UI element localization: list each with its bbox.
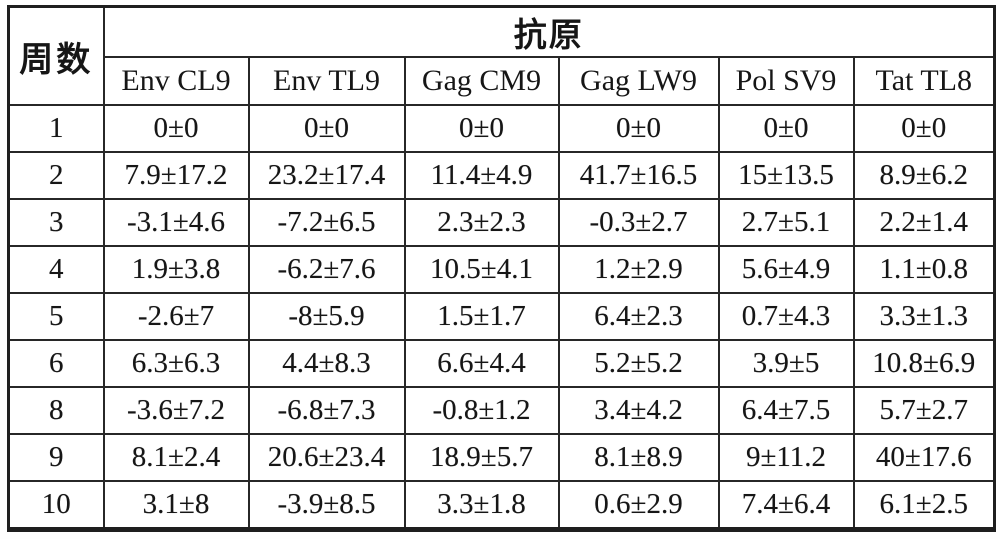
value-cell-gag-cm9-week-1: 0±0: [403, 104, 560, 153]
value-cell-gag-cm9-week-4: 10.5±4.1: [403, 245, 560, 294]
table-body: 1 0±0 0±0 0±0 0±0 0±0 0±0 2 7.9±17.2 23.2±17.4 11.…: [7, 104, 996, 531]
value-cell-env-tl9-week-1: 0±0: [247, 104, 406, 153]
value-cell-tat-tl8-week-8: 5.7±2.7: [852, 386, 996, 435]
value-cell-gag-lw9-week-1: 0±0: [557, 104, 720, 153]
corner-header-weeks: 周数: [7, 5, 105, 106]
value-cell-pol-sv9-week-3: 2.7±5.1: [717, 198, 855, 247]
value-cell-env-cl9-week-4: 1.9±3.8: [102, 245, 250, 294]
value-cell-env-tl9-week-9: 20.6±23.4: [247, 433, 406, 482]
column-header-tat-tl8: Tat TL8: [852, 56, 996, 106]
value-cell-env-tl9-week-5: -8±5.9: [247, 292, 406, 341]
value-cell-gag-lw9-week-4: 1.2±2.9: [557, 245, 720, 294]
value-cell-gag-lw9-week-5: 6.4±2.3: [557, 292, 720, 341]
table-row-week-10: 10 3.1±8 -3.9±8.5 3.3±1.8 0.6±2.9 7.4±6.4 6.1±…: [7, 480, 996, 531]
value-cell-gag-lw9-week-6: 5.2±5.2: [557, 339, 720, 388]
value-cell-tat-tl8-week-9: 40±17.6: [852, 433, 996, 482]
column-header-gag-cm9: Gag CM9: [403, 56, 560, 106]
value-cell-tat-tl8-week-5: 3.3±1.3: [852, 292, 996, 341]
value-cell-pol-sv9-week-6: 3.9±5: [717, 339, 855, 388]
value-cell-gag-cm9-week-9: 18.9±5.7: [403, 433, 560, 482]
value-cell-tat-tl8-week-6: 10.8±6.9: [852, 339, 996, 388]
table-row-week-2: 2 7.9±17.2 23.2±17.4 11.4±4.9 41.7±16.5 15±13…: [7, 151, 996, 200]
week-number-cell: 9: [7, 433, 105, 482]
table-row-week-5: 5 -2.6±7 -8±5.9 1.5±1.7 6.4±2.3 0.7±4.3 3.3±1.…: [7, 292, 996, 341]
value-cell-env-tl9-week-6: 4.4±8.3: [247, 339, 406, 388]
value-cell-env-cl9-week-2: 7.9±17.2: [102, 151, 250, 200]
antigen-columns-row: Env CL9 Env TL9 Gag CM9 Gag LW9 Pol SV9 Tat T…: [9, 56, 996, 106]
table-row-week-6: 6 6.3±6.3 4.4±8.3 6.6±4.4 5.2±5.2 3.9±5 10.8±6…: [7, 339, 996, 388]
table-row-week-3: 3 -3.1±4.6 -7.2±6.5 2.3±2.3 -0.3±2.7 2.7±5.1 2…: [7, 198, 996, 247]
value-cell-pol-sv9-week-10: 7.4±6.4: [717, 480, 855, 531]
value-cell-env-tl9-week-3: -7.2±6.5: [247, 198, 406, 247]
group-header-row: 周数 抗原: [7, 5, 996, 106]
table-row-week-4: 4 1.9±3.8 -6.2±7.6 10.5±4.1 1.2±2.9 5.6±4.9 1.…: [7, 245, 996, 294]
value-cell-gag-lw9-week-8: 3.4±4.2: [557, 386, 720, 435]
week-number-cell: 8: [7, 386, 105, 435]
value-cell-gag-cm9-week-5: 1.5±1.7: [403, 292, 560, 341]
value-cell-gag-lw9-week-2: 41.7±16.5: [557, 151, 720, 200]
value-cell-pol-sv9-week-2: 15±13.5: [717, 151, 855, 200]
column-header-pol-sv9: Pol SV9: [717, 56, 855, 106]
value-cell-env-cl9-week-10: 3.1±8: [102, 480, 250, 531]
table-row-week-9: 9 8.1±2.4 20.6±23.4 18.9±5.7 8.1±8.9 9±11.2 40…: [7, 433, 996, 482]
value-cell-pol-sv9-week-5: 0.7±4.3: [717, 292, 855, 341]
column-header-gag-lw9: Gag LW9: [557, 56, 720, 106]
value-cell-env-cl9-week-3: -3.1±4.6: [102, 198, 250, 247]
week-number-cell: 1: [7, 104, 105, 153]
value-cell-gag-cm9-week-2: 11.4±4.9: [403, 151, 560, 200]
week-number-cell: 10: [7, 480, 105, 531]
week-number-cell: 6: [7, 339, 105, 388]
value-cell-env-cl9-week-1: 0±0: [102, 104, 250, 153]
value-cell-pol-sv9-week-4: 5.6±4.9: [717, 245, 855, 294]
value-cell-env-tl9-week-4: -6.2±7.6: [247, 245, 406, 294]
value-cell-pol-sv9-week-9: 9±11.2: [717, 433, 855, 482]
week-number-cell: 3: [7, 198, 105, 247]
value-cell-gag-cm9-week-10: 3.3±1.8: [403, 480, 560, 531]
week-number-cell: 2: [7, 151, 105, 200]
column-header-env-cl9: Env CL9: [102, 56, 250, 106]
value-cell-tat-tl8-week-4: 1.1±0.8: [852, 245, 996, 294]
value-cell-env-tl9-week-8: -6.8±7.3: [247, 386, 406, 435]
value-cell-env-cl9-week-9: 8.1±2.4: [102, 433, 250, 482]
value-cell-pol-sv9-week-1: 0±0: [717, 104, 855, 153]
value-cell-gag-cm9-week-3: 2.3±2.3: [403, 198, 560, 247]
table-row-week-8: 8 -3.6±7.2 -6.8±7.3 -0.8±1.2 3.4±4.2 6.4±7.5 5…: [7, 386, 996, 435]
value-cell-env-tl9-week-2: 23.2±17.4: [247, 151, 406, 200]
value-cell-tat-tl8-week-2: 8.9±6.2: [852, 151, 996, 200]
value-cell-env-cl9-week-5: -2.6±7: [102, 292, 250, 341]
week-number-cell: 5: [7, 292, 105, 341]
value-cell-tat-tl8-week-10: 6.1±2.5: [852, 480, 996, 531]
antigen-table: 周数 抗原 Env CL9 Env TL9 Gag CM9 Gag LW9 Pol SV…: [7, 5, 997, 532]
value-cell-gag-lw9-week-9: 8.1±8.9: [557, 433, 720, 482]
value-cell-gag-lw9-week-3: -0.3±2.7: [557, 198, 720, 247]
value-cell-env-cl9-week-8: -3.6±7.2: [102, 386, 250, 435]
value-cell-gag-cm9-week-8: -0.8±1.2: [403, 386, 560, 435]
column-header-env-tl9: Env TL9: [247, 56, 406, 106]
value-cell-tat-tl8-week-3: 2.2±1.4: [852, 198, 996, 247]
group-header-antigen: 抗原: [102, 5, 996, 58]
value-cell-pol-sv9-week-8: 6.4±7.5: [717, 386, 855, 435]
table-row-week-1: 1 0±0 0±0 0±0 0±0 0±0 0±0: [7, 104, 996, 153]
week-number-cell: 4: [7, 245, 105, 294]
value-cell-gag-cm9-week-6: 6.6±4.4: [403, 339, 560, 388]
value-cell-gag-lw9-week-10: 0.6±2.9: [557, 480, 720, 531]
value-cell-tat-tl8-week-1: 0±0: [852, 104, 996, 153]
value-cell-env-cl9-week-6: 6.3±6.3: [102, 339, 250, 388]
value-cell-env-tl9-week-10: -3.9±8.5: [247, 480, 406, 531]
